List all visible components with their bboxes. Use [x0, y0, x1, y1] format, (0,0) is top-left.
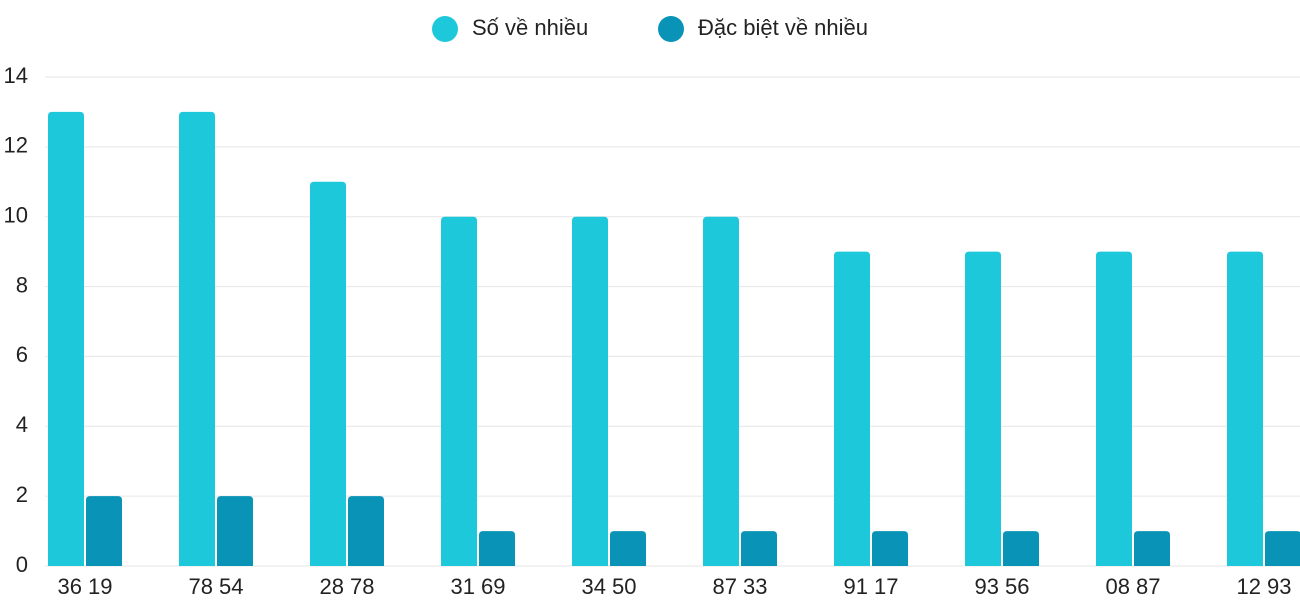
bar	[479, 531, 515, 566]
bar	[86, 496, 122, 566]
bar	[610, 531, 646, 566]
bar	[348, 496, 384, 566]
bar	[703, 216, 739, 566]
legend-marker	[658, 16, 684, 42]
x-tick-label: 28 78	[319, 574, 374, 599]
bar	[179, 111, 215, 566]
bar	[965, 251, 1001, 566]
x-tick-label: 78 54	[188, 574, 243, 599]
bar	[217, 496, 253, 566]
y-tick-label: 10	[4, 203, 28, 228]
bar	[834, 251, 870, 566]
x-tick-label: 12 93	[1236, 574, 1291, 599]
bar	[741, 531, 777, 566]
bar	[1134, 531, 1170, 566]
bar	[872, 531, 908, 566]
bar	[1227, 251, 1263, 566]
x-tick-label: 08 87	[1105, 574, 1160, 599]
legend-marker	[432, 16, 458, 42]
x-tick-label: 31 69	[450, 574, 505, 599]
bar	[310, 181, 346, 567]
x-tick-label: 93 56	[974, 574, 1029, 599]
y-tick-label: 4	[16, 412, 28, 437]
bar	[1096, 251, 1132, 566]
x-tick-label: 91 17	[843, 574, 898, 599]
bar	[48, 111, 84, 566]
legend-label: Số về nhiều	[472, 15, 588, 40]
y-tick-label: 14	[4, 63, 28, 88]
bar	[1265, 531, 1300, 566]
legend-label: Đặc biệt về nhiều	[698, 15, 868, 40]
bar	[1003, 531, 1039, 566]
y-tick-label: 0	[16, 552, 28, 577]
bar	[572, 216, 608, 566]
x-tick-label: 87 33	[712, 574, 767, 599]
y-tick-label: 12	[4, 133, 28, 158]
x-tick-label: 36 19	[57, 574, 112, 599]
bar	[441, 216, 477, 566]
y-tick-label: 8	[16, 272, 28, 297]
y-tick-label: 2	[16, 482, 28, 507]
y-tick-label: 6	[16, 342, 28, 367]
x-tick-label: 34 50	[581, 574, 636, 599]
